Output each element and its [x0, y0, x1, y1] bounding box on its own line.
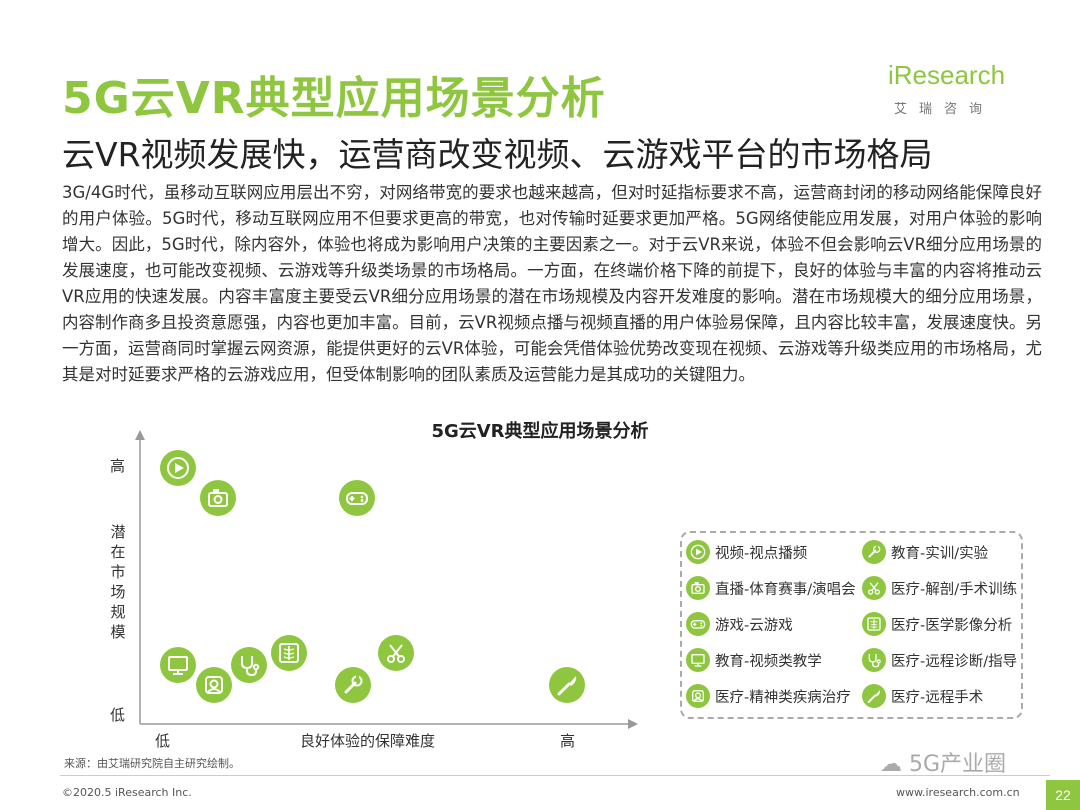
head-icon [204, 676, 223, 695]
legend-label: 直播-体育赛事/演唱会 [715, 581, 856, 598]
wechat-icon: ☁ [880, 752, 902, 777]
iresearch-logo: iResearch 艾瑞咨询 [888, 58, 1030, 117]
y-tick-low: 低 [110, 706, 126, 724]
legend-label: 医疗-远程诊断/指导 [891, 653, 1018, 670]
legend-label: 医疗-精神类疾病治疗 [715, 689, 851, 706]
legend-label: 教育-实训/实验 [891, 545, 989, 562]
stethoscope-icon [862, 648, 886, 672]
monitor-icon [167, 655, 188, 675]
logo-text: iResearch [888, 60, 1006, 90]
play-icon [686, 540, 710, 564]
page-title: 5G云VR典型应用场景分析 [62, 73, 606, 124]
scatter-point-xray-icon [271, 635, 307, 672]
chart-legend: 视频-视点播频 教育-实训/实验直播-体育赛事/演唱会 医疗-解剖/手术训练游戏-云… [680, 531, 1023, 719]
scissors-icon [387, 644, 406, 664]
gamepad-icon [345, 492, 368, 506]
copyright: ©2020.5 iResearch Inc. [62, 786, 192, 799]
legend-item: 视频-视点播频 [686, 540, 807, 564]
body-paragraph: 3G/4G时代，虽移动互联网应用层出不穷，对网络带宽的要求也越来越高，但对时延指… [62, 183, 1042, 384]
x-axis-label: 良好体验的保障难度 [300, 732, 436, 750]
xray-icon [862, 612, 886, 636]
legend-label: 游戏-云游戏 [715, 617, 793, 634]
legend-item: 医疗-远程手术 [862, 684, 983, 708]
legend-item: 医疗-医学影像分析 [862, 612, 1012, 636]
scatter-point-camera-icon [199, 480, 236, 517]
legend-item: 教育-视频类教学 [686, 648, 822, 672]
scalpel-icon [862, 684, 886, 708]
y-tick-high: 高 [110, 457, 126, 475]
legend-label: 视频-视点播频 [715, 545, 808, 562]
page-number: 22 [1046, 780, 1080, 810]
footer-divider [60, 775, 1050, 776]
gamepad-icon [686, 612, 710, 636]
camera-icon [686, 576, 710, 600]
page-subtitle: 云VR视频发展快，运营商改变视频、云游戏平台的市场格局 [62, 135, 933, 174]
legend-item: 医疗-精神类疾病治疗 [686, 684, 851, 708]
legend-label: 医疗-医学影像分析 [891, 617, 1013, 634]
source-note: 来源：由艾瑞研究院自主研究绘制。 [64, 757, 240, 770]
chart-title: 5G云VR典型应用场景分析 [431, 421, 649, 442]
scatter-point-head-icon [195, 667, 232, 704]
watermark-text: 5G产业圈 [909, 752, 1007, 777]
legend-item: 教育-实训/实验 [862, 540, 988, 564]
wrench-icon [862, 540, 886, 564]
watermark: ☁ 5G产业圈 [880, 746, 1006, 778]
scatter-point-stethoscope-icon [231, 646, 268, 683]
camera-icon [207, 489, 228, 508]
scissors-icon [862, 576, 886, 600]
x-tick-low: 低 [155, 732, 171, 750]
legend-label: 医疗-解剖/手术训练 [891, 581, 1018, 598]
play-icon [166, 457, 189, 480]
scatter-point-gamepad-icon [338, 480, 375, 517]
xray-icon [279, 643, 299, 664]
legend-item: 游戏-云游戏 [686, 612, 793, 636]
monitor-icon [686, 648, 710, 672]
legend-item: 医疗-解剖/手术训练 [862, 576, 1017, 600]
legend-item: 直播-体育赛事/演唱会 [686, 576, 856, 600]
legend-item: 医疗-远程诊断/指导 [862, 648, 1017, 672]
scatter-point-monitor-icon [159, 646, 196, 683]
scatter-point-scissors-icon [378, 635, 415, 672]
head-icon [686, 684, 710, 708]
stethoscope-icon [241, 655, 260, 676]
legend-label: 教育-视频类教学 [715, 653, 822, 670]
website: www.iresearch.com.cn [896, 786, 1020, 799]
logo-subtext: 艾瑞咨询 [894, 102, 995, 117]
scalpel-icon [557, 676, 577, 696]
legend-label: 医疗-远程手术 [891, 689, 984, 706]
x-tick-high: 高 [560, 732, 576, 750]
scatter-point-scalpel-icon [548, 667, 585, 704]
wrench-icon [344, 675, 363, 694]
scatter-point-play-icon [159, 450, 196, 487]
scatter-point-wrench-icon [334, 667, 371, 704]
y-axis-label: 潜在市场规模 [110, 523, 126, 641]
